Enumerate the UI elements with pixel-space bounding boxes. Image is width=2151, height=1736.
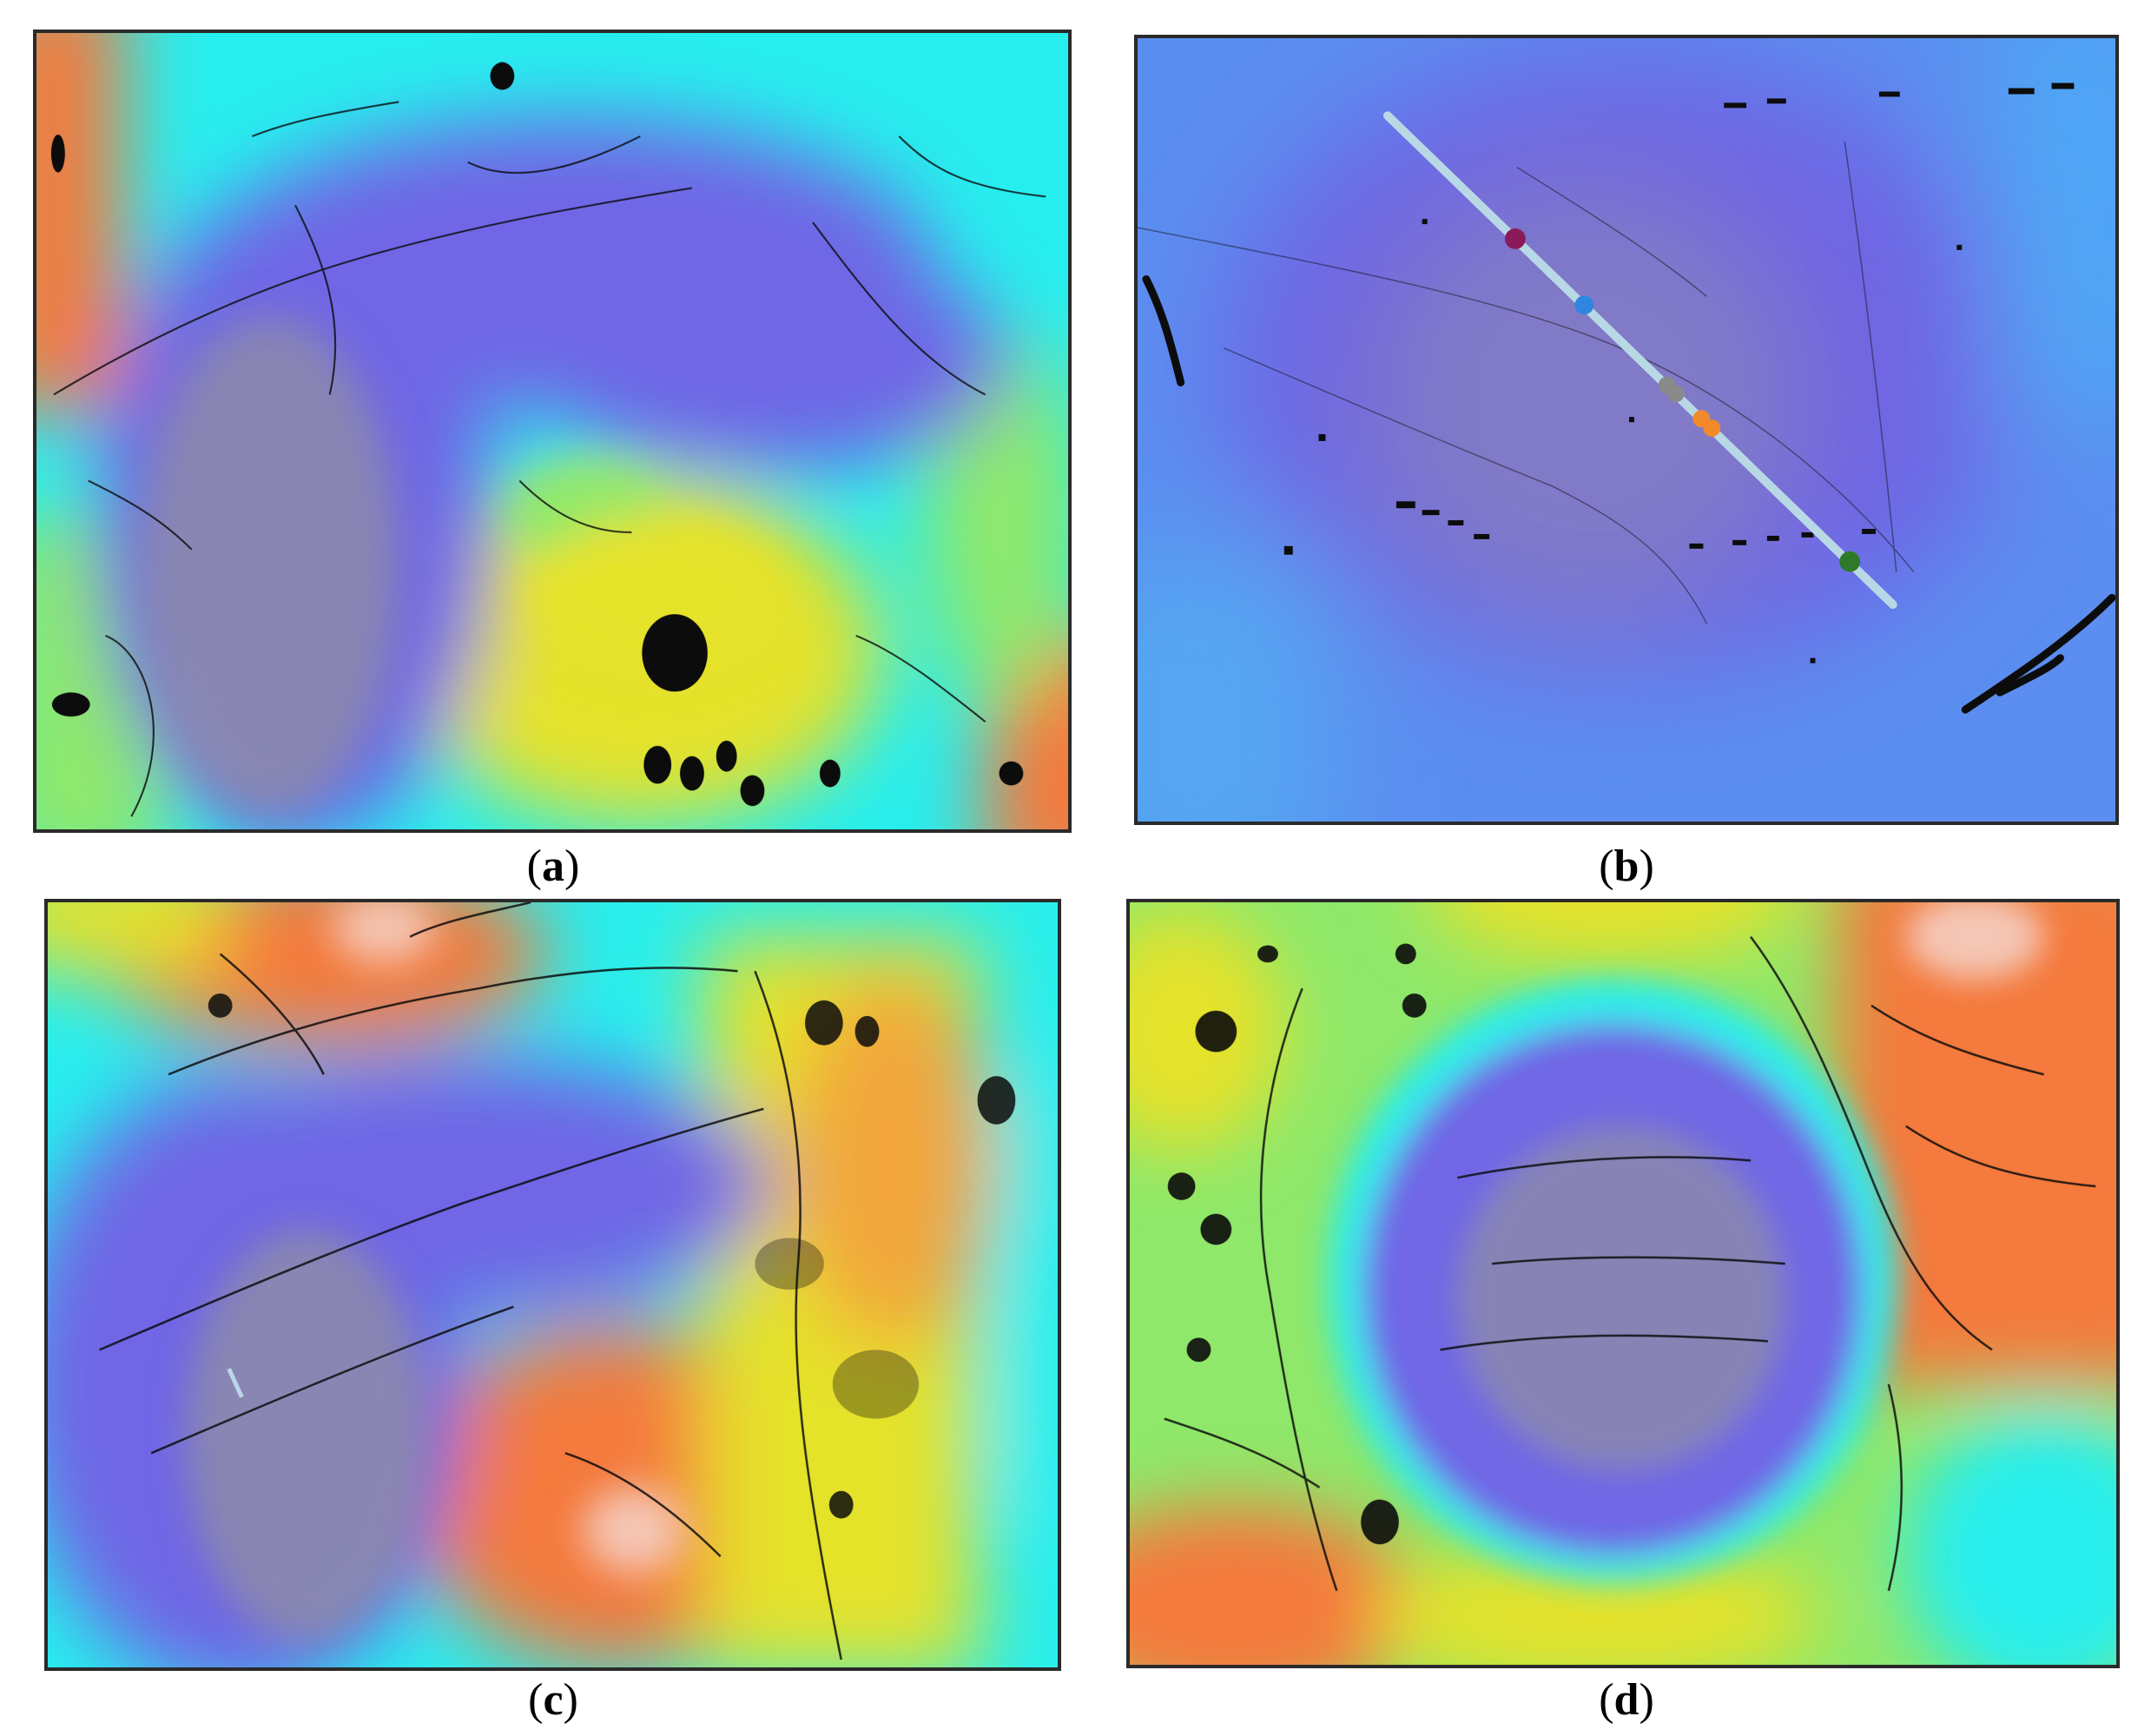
profile-markers [1504, 228, 1861, 572]
panel-b-faint-cracks [1138, 141, 1915, 624]
panel-b-image [1138, 38, 2115, 822]
panel-c-image [48, 902, 1058, 1667]
panel-d-cracks [1164, 935, 2096, 1592]
caption-d: (d) [1599, 1675, 1654, 1725]
profile-marker-5 [1839, 551, 1861, 572]
panel-c-cracks [99, 902, 842, 1660]
panel-c-speckle [208, 993, 1016, 1519]
panel-d-height-map [1126, 899, 2120, 1668]
panel-a-cracks [53, 101, 1046, 817]
panel-a-height-map [33, 30, 1072, 833]
panel-d-image [1130, 902, 2116, 1665]
caption-a: (a) [526, 842, 580, 891]
panel-a-image [36, 33, 1068, 829]
profile-marker-2 [1574, 295, 1594, 315]
profile-marker-4b [1703, 419, 1721, 437]
panel-b-height-map-profile [1134, 35, 2119, 825]
panel-a-pits [50, 62, 1024, 807]
caption-c: (c) [528, 1675, 578, 1725]
panel-d-pits [1167, 943, 1427, 1545]
panel-b-dark-cracks [1142, 275, 2115, 714]
profile-marker-3b [1666, 385, 1685, 403]
caption-b: (b) [1599, 842, 1654, 891]
panel-b-crack-dots [1283, 83, 2075, 663]
panel-c-height-map [44, 899, 1061, 1671]
profile-line [1382, 111, 1897, 610]
profile-marker-1 [1504, 228, 1526, 249]
